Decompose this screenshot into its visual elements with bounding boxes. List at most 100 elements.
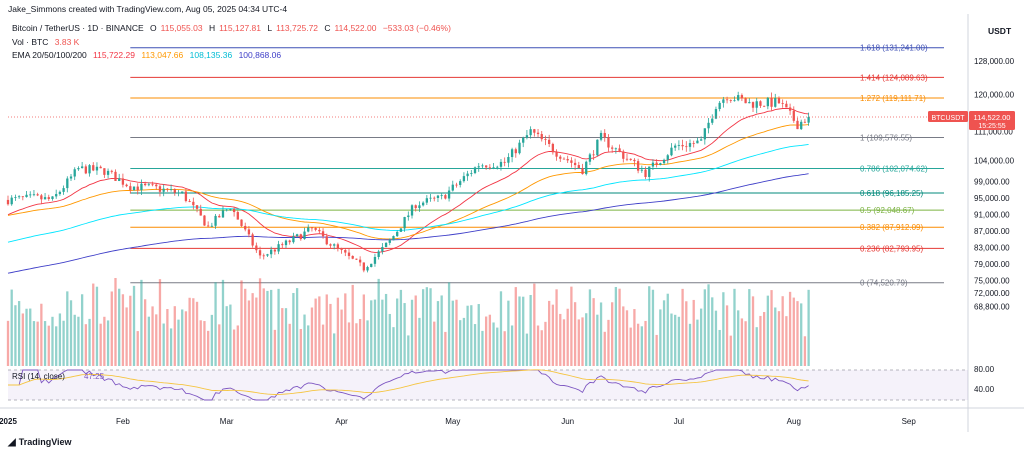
candle-body-114 xyxy=(429,197,432,199)
candle-body-208 xyxy=(777,97,781,104)
volume-bar-153 xyxy=(573,302,577,366)
volume-bar-18 xyxy=(73,314,76,366)
volume-row: Vol · BTC 3.83 K xyxy=(12,37,83,47)
time-tick-1: Feb xyxy=(116,417,130,426)
volume-bar-87 xyxy=(329,303,332,366)
time-tick-4: May xyxy=(445,417,460,426)
candle-body-205 xyxy=(766,97,769,107)
ema100-line xyxy=(7,143,809,243)
volume-bar-132 xyxy=(496,327,499,366)
candle-body-203 xyxy=(759,101,762,106)
volume-bar-121 xyxy=(455,299,458,366)
candle-body-183 xyxy=(685,146,688,148)
candle-body-123 xyxy=(462,176,466,182)
volume-bar-114 xyxy=(429,288,432,366)
volume-bar-183 xyxy=(685,301,688,366)
candle-body-172 xyxy=(644,169,647,177)
volume-bar-206 xyxy=(770,290,773,366)
volume-bar-186 xyxy=(696,319,699,366)
volume-bar-65 xyxy=(247,300,251,366)
candle-body-53 xyxy=(203,215,206,226)
candle-body-129 xyxy=(484,165,488,168)
fib-label-0: 1.618 (131,241.00) xyxy=(860,44,928,53)
volume-bar-77 xyxy=(292,293,295,366)
volume-bar-156 xyxy=(585,313,588,366)
volume-bar-13 xyxy=(55,326,58,366)
ohlc-high: 115,127.81 xyxy=(219,23,261,33)
candle-body-143 xyxy=(536,132,540,135)
volume-bar-188 xyxy=(703,289,706,366)
volume-bar-93 xyxy=(351,284,354,366)
candle-body-148 xyxy=(555,152,558,157)
volume-bar-165 xyxy=(618,288,621,366)
volume-bar-88 xyxy=(333,333,336,366)
candle-body-192 xyxy=(718,102,721,110)
volume-bar-32 xyxy=(125,307,128,366)
volume-label[interactable]: Vol · BTC xyxy=(12,37,49,47)
volume-bar-198 xyxy=(740,318,744,366)
candle-body-63 xyxy=(240,219,243,226)
volume-bar-28 xyxy=(110,291,113,366)
candle-body-54 xyxy=(207,225,210,227)
ema20-value: 115,722.29 xyxy=(93,50,135,60)
ema-label[interactable]: EMA 20/50/100/200 xyxy=(12,50,87,60)
volume-bar-168 xyxy=(629,327,632,366)
volume-bar-191 xyxy=(714,310,718,366)
candle-body-133 xyxy=(499,161,503,167)
candle-body-153 xyxy=(573,162,577,166)
candle-body-178 xyxy=(666,155,669,160)
tradingview-brand[interactable]: ◢ TradingView xyxy=(8,437,72,448)
volume-bar-144 xyxy=(540,330,543,366)
candle-body-105 xyxy=(396,231,399,237)
ema200-value: 100,868.06 xyxy=(238,50,282,60)
candle-body-140 xyxy=(525,135,529,138)
candle-body-61 xyxy=(232,208,236,213)
candle-body-14 xyxy=(58,191,62,195)
price-tag-bg xyxy=(969,110,1015,130)
volume-bar-105 xyxy=(396,298,399,366)
candle-body-197 xyxy=(737,95,740,101)
volume-bar-161 xyxy=(603,331,606,366)
candle-body-84 xyxy=(318,229,321,232)
price-tag-countdown: 15:25:55 xyxy=(978,123,1005,130)
volume-bar-24 xyxy=(95,286,99,366)
volume-bar-89 xyxy=(336,297,340,366)
rsi-level-upper: 80.00 xyxy=(974,365,995,374)
candle-body-159 xyxy=(596,139,599,156)
rsi-ma-line xyxy=(8,369,809,395)
candle-body-207 xyxy=(774,97,777,107)
symbol-title[interactable]: Bitcoin / TetherUS · 1D · BINANCE xyxy=(12,23,144,33)
candle-body-81 xyxy=(307,227,310,232)
candle-body-6 xyxy=(29,194,32,196)
candle-body-119 xyxy=(447,190,451,199)
volume-bar-64 xyxy=(244,288,247,366)
price-tick-5: 95,000.00 xyxy=(974,194,1010,203)
candle-body-204 xyxy=(762,105,766,107)
volume-bar-42 xyxy=(162,323,165,366)
candle-body-26 xyxy=(103,168,106,175)
candle-body-201 xyxy=(751,102,755,108)
volume-bar-149 xyxy=(559,313,562,366)
candle-body-212 xyxy=(792,110,795,121)
candle-body-51 xyxy=(195,205,199,209)
volume-bar-148 xyxy=(555,289,558,366)
volume-bar-76 xyxy=(288,323,291,366)
volume-bar-44 xyxy=(169,328,173,366)
candle-body-152 xyxy=(570,160,573,163)
price-tick-8: 83,000.00 xyxy=(974,244,1010,253)
volume-bar-194 xyxy=(725,305,729,366)
volume-bar-17 xyxy=(69,300,73,366)
volume-bar-22 xyxy=(88,318,91,366)
volume-bar-192 xyxy=(718,329,721,366)
volume-value: 3.83 K xyxy=(54,37,80,47)
volume-bar-213 xyxy=(796,301,799,366)
candle-body-118 xyxy=(444,195,447,199)
volume-bar-12 xyxy=(51,316,54,366)
volume-bar-205 xyxy=(766,295,769,366)
volume-bar-117 xyxy=(440,295,443,366)
candle-body-37 xyxy=(143,183,147,186)
candle-body-56 xyxy=(214,215,217,226)
candle-body-142 xyxy=(533,129,536,133)
candle-body-3 xyxy=(17,196,21,198)
